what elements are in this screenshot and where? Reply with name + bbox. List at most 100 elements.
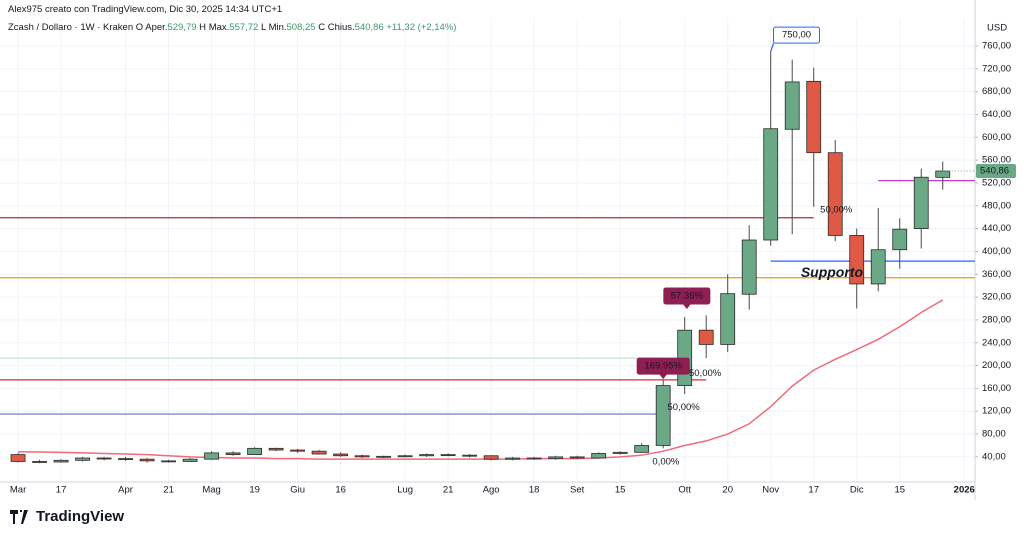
candle-body (118, 458, 133, 461)
candle-body (247, 447, 263, 456)
ohlc-key: L (260, 22, 266, 33)
candle-body (806, 80, 822, 154)
candle-body (75, 457, 90, 461)
candle-body (397, 455, 413, 458)
candle-body (892, 228, 908, 251)
moving-average (18, 299, 944, 460)
candle-body (655, 385, 671, 446)
candle-body (53, 459, 69, 463)
candle-body (182, 458, 198, 462)
x-tick-label: 2026 (954, 485, 975, 496)
y-tick-label: 400,00 (982, 246, 1011, 257)
ohlc-key: C (318, 22, 326, 33)
candle-body (32, 461, 47, 463)
candle-body (376, 455, 392, 458)
y-tick-label: 240,00 (982, 337, 1011, 348)
candle-body (333, 453, 349, 457)
candle-body (311, 450, 327, 455)
ohlc-value: 540,86 (354, 22, 384, 33)
ohlc-value: 557,72 (229, 22, 259, 33)
x-tick-label: 17 (808, 485, 819, 496)
y-tick-label: 480,00 (982, 200, 1011, 211)
x-tick-label: Mar (10, 485, 26, 496)
logo-icon (10, 509, 28, 524)
annotation: Supporto (801, 264, 864, 280)
candle-body (440, 454, 456, 457)
candle-body (268, 447, 284, 451)
x-tick-label: Mag (202, 485, 220, 496)
y-tick-label: 640,00 (982, 109, 1011, 120)
annotation: 50,00% (689, 368, 722, 379)
candle-body (139, 458, 155, 462)
ohlc-key: O (135, 22, 144, 33)
candle-body (483, 455, 499, 460)
ohlc-label: Min. (268, 22, 287, 33)
candle-body (913, 176, 929, 229)
x-tick-label: 21 (443, 485, 454, 496)
candle-body (827, 152, 843, 236)
y-tick-label: 760,00 (982, 40, 1011, 51)
annotation-box (773, 26, 821, 44)
candle-body (698, 329, 714, 345)
candle-body (569, 456, 585, 459)
candle-body (591, 453, 607, 459)
candle-body (763, 128, 779, 241)
candle-body (634, 445, 650, 453)
annotation-arrow (659, 374, 668, 380)
y-tick-label: 440,00 (982, 223, 1011, 234)
x-tick-label: 16 (335, 485, 346, 496)
y-tick-label: 200,00 (982, 360, 1011, 371)
x-tick-label: 21 (163, 485, 174, 496)
candle-body (784, 81, 800, 130)
x-tick-label: Giu (290, 485, 305, 496)
x-tick-label: Ago (483, 485, 500, 496)
y-tick-label: 160,00 (982, 383, 1011, 394)
candle-body (720, 293, 736, 345)
x-tick-label: Apr (118, 485, 133, 496)
y-tick-label: 80,00 (982, 429, 1006, 440)
ohlc-value: 529,79 (167, 22, 197, 33)
logo: TradingView (10, 508, 124, 525)
x-tick-label: 17 (56, 485, 67, 496)
symbol: Zcash / Dollaro · 1W · Kraken (8, 22, 134, 33)
y-tick-label: 560,00 (982, 155, 1011, 166)
x-tick-label: Lug (397, 485, 413, 496)
credit: Alex975 creato con TradingView.com, Dic … (8, 4, 283, 15)
annotation: 750,00 (782, 30, 811, 41)
candle-body (505, 457, 521, 460)
y-tick-label: 280,00 (982, 314, 1011, 325)
annotation: 50,00% (667, 402, 700, 413)
x-tick-label: 20 (722, 485, 733, 496)
candle-body (354, 455, 370, 458)
annotation: 50,00% (820, 204, 853, 215)
y-tick-label: 520,00 (982, 177, 1011, 188)
ohlc-value: 508,25 (286, 22, 316, 33)
y-tick-label: 320,00 (982, 292, 1011, 303)
logo-text: TradingView (36, 508, 125, 525)
candle-body (204, 452, 220, 460)
currency: USD (987, 23, 1007, 34)
x-tick-label: Dic (850, 485, 864, 496)
x-tick-label: 19 (249, 485, 260, 496)
candle-body (290, 449, 306, 452)
annotation: 169.95% (644, 361, 682, 372)
ohlc-label: Max. (208, 22, 230, 33)
x-tick-label: 15 (615, 485, 626, 496)
candle-body (526, 457, 542, 460)
ohlc-key: H (199, 22, 207, 33)
candle-body (10, 454, 26, 462)
x-tick-label: Ott (678, 485, 691, 496)
candle-body (612, 451, 628, 454)
annotation: 57.36% (671, 290, 704, 301)
candle-body (548, 456, 564, 460)
change: +11,32 (+2,14%) (386, 22, 457, 33)
ohlc-label: Chius. (327, 22, 355, 33)
x-tick-label: 15 (894, 485, 905, 496)
candle-body (935, 170, 951, 178)
annotation-pointer (770, 42, 775, 52)
y-tick-label: 720,00 (982, 63, 1011, 74)
annotation: 0,00% (652, 457, 679, 468)
candle-body (849, 235, 865, 285)
